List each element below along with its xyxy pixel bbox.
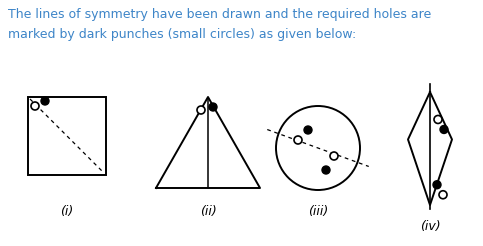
Circle shape	[31, 102, 39, 110]
Text: (iv): (iv)	[420, 220, 440, 233]
Circle shape	[276, 106, 360, 190]
Circle shape	[440, 125, 448, 134]
Text: (i): (i)	[60, 205, 73, 218]
Circle shape	[197, 106, 205, 114]
Circle shape	[330, 152, 338, 160]
Bar	[28, 97, 106, 175]
Circle shape	[41, 97, 49, 105]
Circle shape	[294, 136, 302, 144]
Circle shape	[304, 126, 312, 134]
Text: The lines of symmetry have been drawn and the required holes are
marked by dark : The lines of symmetry have been drawn an…	[8, 8, 431, 41]
Circle shape	[322, 166, 330, 174]
Circle shape	[434, 115, 442, 123]
Text: (ii): (ii)	[199, 205, 216, 218]
Circle shape	[439, 191, 447, 199]
Text: (iii): (iii)	[308, 205, 328, 218]
Circle shape	[209, 103, 217, 111]
Circle shape	[433, 181, 441, 189]
